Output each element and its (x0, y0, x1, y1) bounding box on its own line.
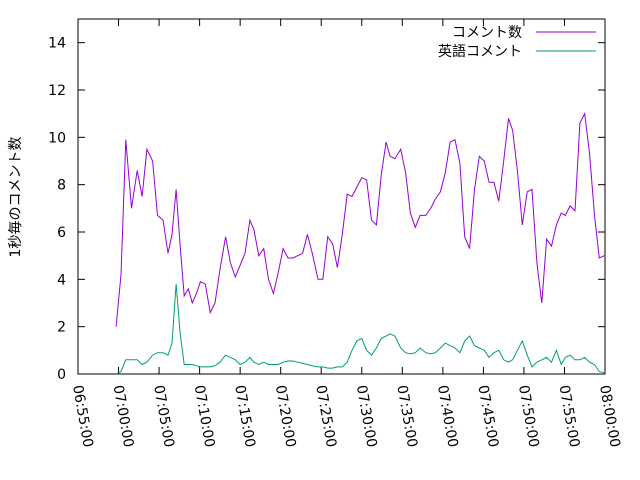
x-tick-label: 07:50:00 (515, 384, 542, 449)
x-tick-label: 07:30:00 (353, 384, 380, 449)
x-tick-label: 07:05:00 (150, 384, 177, 449)
x-tick-label: 06:55:00 (69, 384, 96, 449)
legend-label-1: コメント数 (452, 25, 522, 41)
series-line-2 (115, 284, 605, 375)
x-tick-label: 07:15:00 (231, 384, 258, 449)
x-tick-label: 07:25:00 (312, 384, 339, 449)
series-lines (115, 112, 605, 375)
x-tick-label: 08:00:00 (596, 384, 623, 449)
plot-border (77, 18, 606, 375)
x-tick-label: 07:40:00 (434, 384, 461, 449)
axis-ticks: 0 2 4 6 8 10 12 14 06:55:00 07:00:00 07:05:00 07:10… (48, 19, 623, 449)
x-tick-label: 07:10:00 (191, 384, 218, 449)
x-tick-label: 07:20:00 (272, 384, 299, 449)
y-tick-label: 12 (48, 83, 66, 99)
x-tick-label: 07:00:00 (110, 384, 137, 449)
plot-area (77, 18, 606, 375)
y-tick-label: 4 (57, 272, 66, 288)
y-tick-label: 6 (57, 225, 66, 241)
x-tick-label: 07:55:00 (556, 384, 583, 449)
y-tick-label: 14 (48, 36, 66, 52)
y-axis-label: 1秒毎のコメント数 (8, 137, 24, 258)
x-tick-label: 07:35:00 (393, 384, 420, 449)
y-tick-label: 2 (57, 320, 66, 336)
y-tick-label: 8 (57, 178, 66, 194)
series-line-1 (115, 112, 605, 327)
y-tick-label: 10 (48, 130, 66, 146)
legend-label-2: 英語コメント (438, 43, 522, 60)
y-tick-label: 0 (57, 367, 66, 383)
x-tick-label: 07:45:00 (474, 384, 501, 449)
